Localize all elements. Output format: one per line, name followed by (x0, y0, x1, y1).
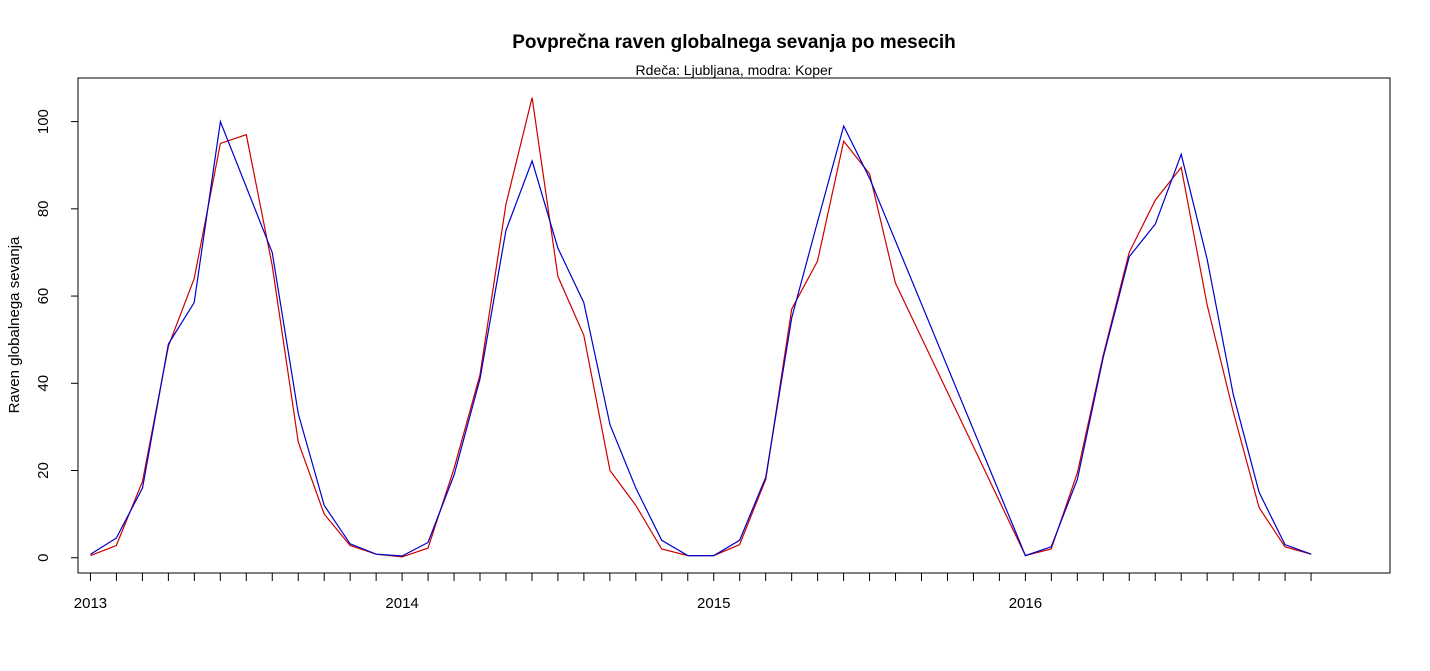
chart-subtitle: Rdeča: Ljubljana, modra: Koper (636, 62, 833, 78)
y-axis-label: Raven globalnega sevanja (6, 236, 23, 413)
series-line-1 (90, 97, 1312, 558)
series-layer (90, 97, 1312, 558)
chart-title: Povprečna raven globalnega sevanja po me… (512, 32, 956, 53)
y-tick-label: 100 (35, 109, 52, 134)
y-tick-label: 60 (35, 288, 52, 305)
series-line-2 (90, 119, 1312, 557)
x-axis: 2013 2014 2015 2016 (74, 573, 1312, 612)
x-tick-label: 2014 (385, 595, 418, 612)
x-tick-label: 2015 (697, 595, 730, 612)
y-tick-label: 0 (35, 554, 52, 562)
y-tick-label: 20 (35, 462, 52, 479)
x-tick-label: 2013 (74, 595, 107, 612)
y-axis: 0 20 40 60 80 100 (35, 109, 78, 562)
y-tick-label: 40 (35, 375, 52, 392)
y-tick-label: 80 (35, 200, 52, 217)
x-tick-label: 2016 (1009, 595, 1042, 612)
plot-frame (77, 77, 1391, 574)
